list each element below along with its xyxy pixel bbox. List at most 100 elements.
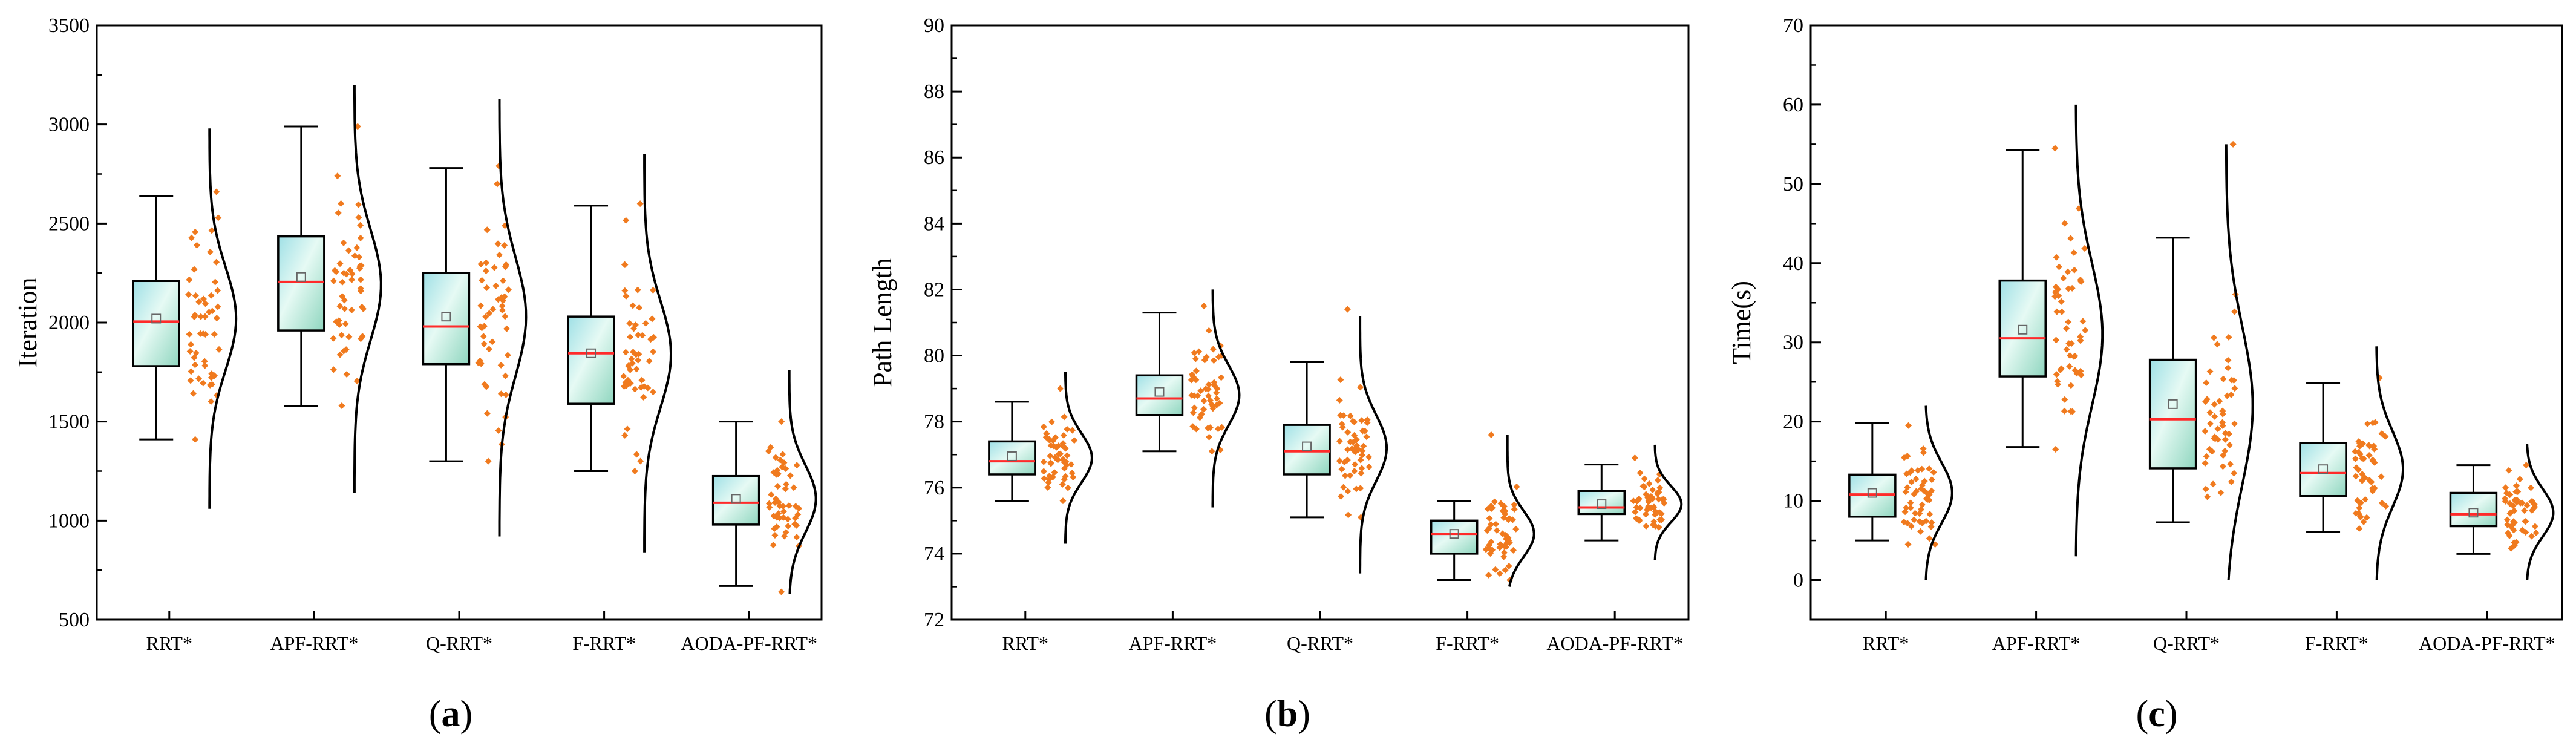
data-point (1050, 442, 1058, 450)
data-point (785, 522, 792, 530)
y-tick-label: 30 (1783, 332, 1803, 354)
data-point (2206, 368, 2214, 375)
data-point (214, 287, 221, 294)
data-point (1914, 467, 1921, 474)
data-point (770, 513, 777, 520)
data-point (1917, 506, 1924, 513)
data-point (1903, 470, 1911, 477)
data-point (1347, 412, 1354, 419)
data-point (505, 286, 512, 294)
data-point (2219, 422, 2226, 430)
data-point (634, 286, 641, 294)
data-point (2231, 308, 2238, 315)
data-point (1044, 484, 1051, 491)
data-point (191, 361, 198, 369)
data-point (1905, 422, 1912, 429)
data-point (192, 228, 199, 235)
data-point (774, 482, 782, 490)
data-point (483, 383, 490, 390)
box-group-aoda-pf-rrt-: AODA-PF-RRT* (2419, 444, 2555, 654)
data-point (1365, 453, 1373, 461)
data-point (2522, 529, 2529, 536)
data-point (186, 276, 193, 283)
data-point (1497, 540, 1504, 548)
x-tick-label: RRT* (146, 632, 192, 654)
mean-marker (586, 348, 597, 358)
data-point (2521, 507, 2528, 514)
data-point (1492, 566, 1499, 573)
data-point (2370, 457, 2377, 465)
data-point (1342, 472, 1349, 479)
data-point (1485, 525, 1492, 532)
data-point (2203, 379, 2210, 387)
y-tick-label: 0 (1793, 569, 1803, 592)
box-group-f-rrt-: F-RRT* (567, 154, 673, 654)
data-point (358, 303, 365, 310)
data-point (1195, 348, 1203, 355)
y-tick-label: 76 (924, 477, 944, 499)
data-point (482, 313, 489, 320)
data-point (628, 355, 635, 362)
data-point (1916, 518, 1923, 525)
data-point (2057, 366, 2064, 373)
data-point (2226, 441, 2234, 448)
data-point (2356, 504, 2363, 511)
data-point (330, 335, 337, 342)
data-point (2231, 470, 2238, 477)
data-point (2204, 493, 2211, 500)
distribution-curve (1506, 435, 1535, 587)
mean-marker (2468, 508, 2479, 518)
data-point (2507, 509, 2514, 516)
data-point (1205, 385, 1212, 393)
data-point (1201, 356, 1208, 364)
data-point (1194, 392, 1201, 399)
data-point (190, 390, 197, 397)
data-point (2354, 497, 2361, 504)
data-point (336, 351, 344, 358)
data-point (2359, 477, 2366, 484)
data-point (782, 529, 789, 536)
data-point (485, 346, 492, 353)
data-point (215, 346, 223, 353)
data-point (636, 304, 643, 311)
data-point (1344, 446, 1352, 453)
data-point (1493, 526, 1500, 534)
data-point (649, 286, 656, 294)
y-tick-label: 500 (59, 609, 90, 631)
data-point (1903, 504, 1910, 511)
data-point (1192, 425, 1200, 433)
box-iqr (711, 474, 760, 526)
data-point (355, 201, 362, 208)
data-point (486, 310, 493, 317)
data-point (635, 356, 642, 364)
distribution-curve (2375, 346, 2404, 580)
data-point (480, 333, 487, 340)
box-iqr (1577, 490, 1626, 516)
data-point (340, 347, 347, 355)
distribution-curve (788, 370, 817, 594)
data-point (1191, 349, 1198, 356)
data-point (1348, 445, 1356, 452)
y-tick-label: 3000 (48, 114, 90, 136)
data-point (765, 500, 773, 507)
data-point (1486, 515, 1493, 522)
data-point (2066, 362, 2073, 370)
data-point (202, 300, 209, 307)
data-point (2214, 436, 2221, 443)
data-point (191, 266, 198, 273)
data-point (2528, 498, 2535, 505)
data-point (2069, 408, 2076, 415)
data-point (341, 297, 348, 304)
data-point (1344, 428, 1352, 436)
data-point (2053, 254, 2060, 261)
box-group-q-rrt-: Q-RRT* (1283, 306, 1388, 654)
data-point (1349, 418, 1356, 425)
data-point (622, 349, 629, 356)
data-point (792, 514, 799, 522)
data-point (2082, 327, 2089, 334)
data-point (1500, 553, 1508, 560)
data-point (208, 292, 215, 299)
data-point (499, 307, 506, 314)
data-point (213, 188, 220, 195)
